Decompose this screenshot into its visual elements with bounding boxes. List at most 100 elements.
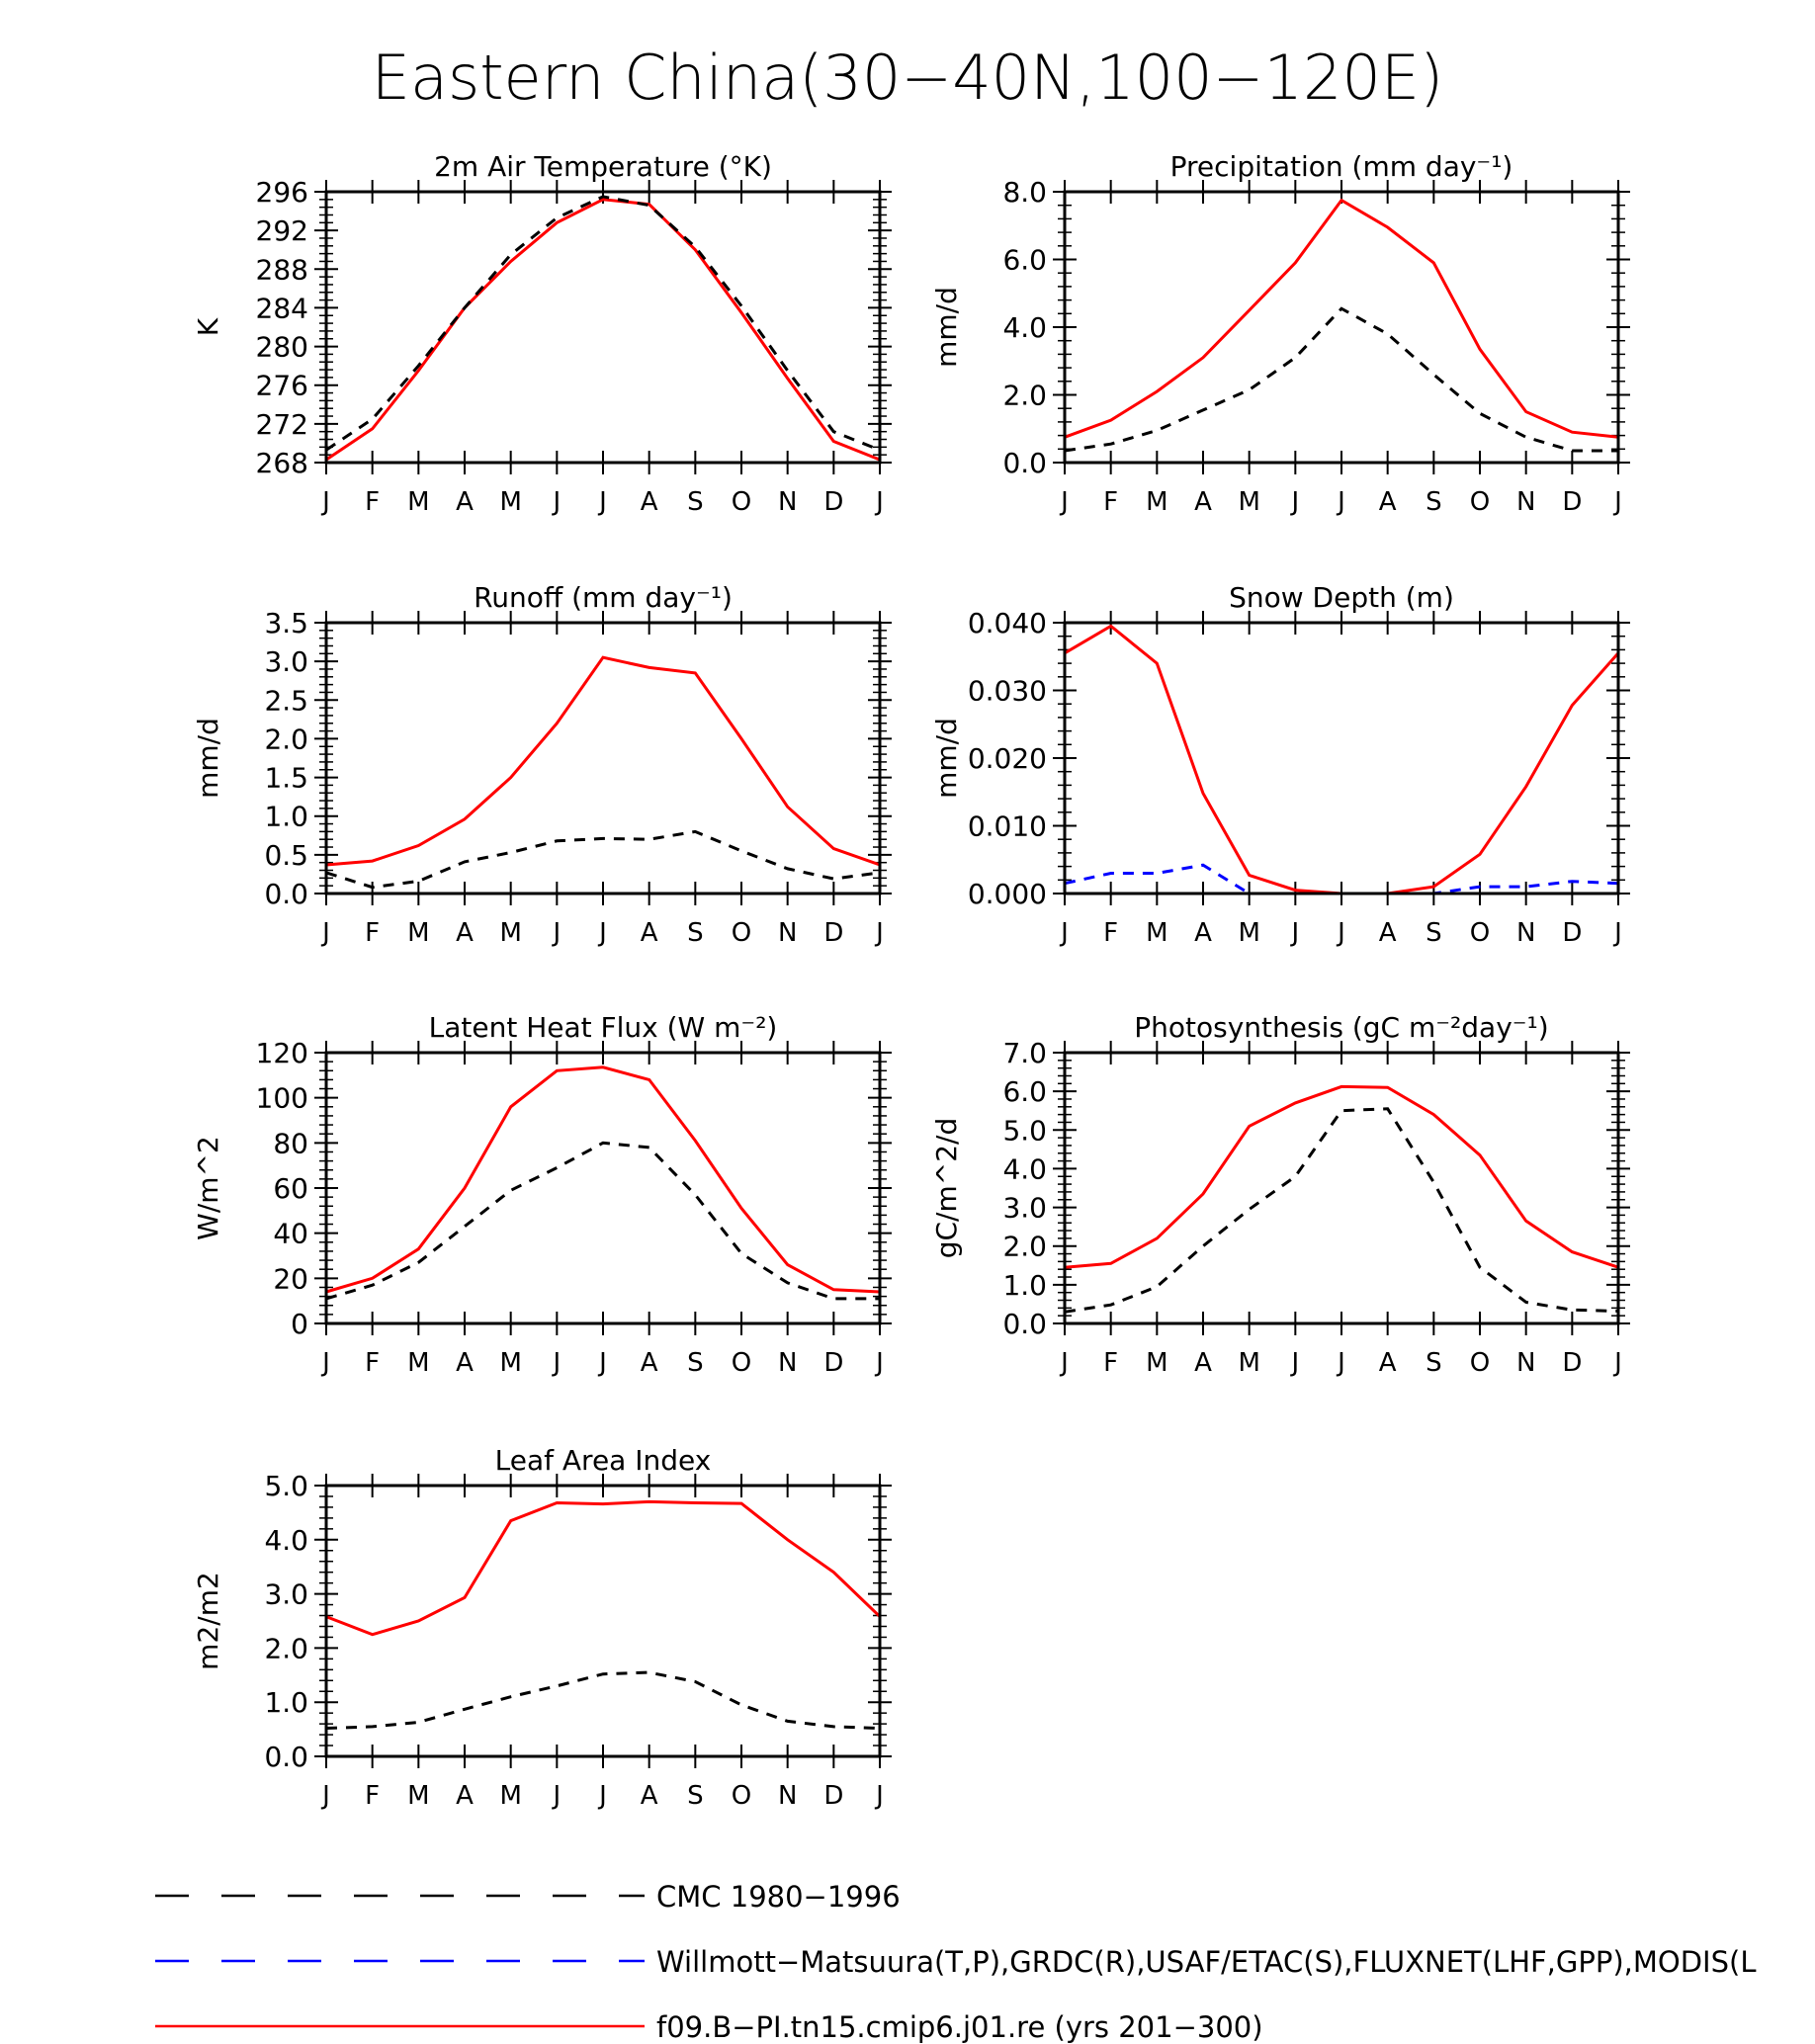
y-tick-label: 0.040 [968, 607, 1047, 639]
x-tick-label: M [407, 1781, 429, 1811]
y-tick-label: 120 [256, 1037, 308, 1069]
series-line-model [325, 1065, 881, 1294]
x-tick-label: J [1289, 487, 1299, 517]
x-tick-label: J [320, 487, 330, 517]
y-tick-label: 1.0 [264, 801, 308, 833]
chart-panel: Latent Heat Flux (W m⁻²) 0 20 40 60 80 100 120 J… [192, 1011, 892, 1378]
x-tick-label: S [687, 918, 704, 948]
x-tick-label: N [1516, 918, 1535, 948]
x-tick-label: D [823, 1781, 843, 1811]
y-tick-label: 4.0 [1002, 1152, 1047, 1185]
x-tick-label: M [407, 1348, 429, 1378]
x-tick-label: J [1289, 918, 1299, 948]
plot-frame [324, 621, 882, 895]
y-axis-label: mm/d [192, 718, 224, 799]
figure-title: Eastern China(30−40N,100−120E) [372, 42, 1443, 114]
x-tick-label: M [1146, 918, 1167, 948]
y-tick-label: 5.0 [264, 1470, 308, 1502]
y-tick-label: 0.000 [968, 878, 1047, 910]
x-tick-label: J [320, 1348, 330, 1378]
x-tick-label: J [1336, 1348, 1345, 1378]
y-tick-label: 2.0 [264, 1632, 308, 1664]
plot-frame [324, 190, 882, 465]
y-tick-label: 0 [291, 1308, 308, 1340]
x-tick-label: J [551, 487, 561, 517]
x-tick-label: J [551, 918, 561, 948]
x-tick-label: J [551, 1781, 561, 1811]
x-tick-label: A [456, 918, 474, 948]
x-tick-label: J [1336, 918, 1345, 948]
legend: CMC 1980−1996 Willmott−Matsuura(T,P),GRDC… [155, 1880, 1757, 2044]
x-tick-label: O [1470, 918, 1490, 948]
series-line-cmc [1064, 306, 1618, 453]
x-tick-label: A [641, 1781, 658, 1811]
x-tick-label: D [823, 487, 843, 517]
x-tick-label: O [732, 918, 751, 948]
plot-frame [1063, 621, 1620, 895]
y-tick-label: 2.0 [264, 723, 308, 755]
y-tick-label: 40 [273, 1218, 308, 1250]
y-tick-label: 0.5 [264, 839, 308, 872]
y-axis-label: K [192, 317, 224, 336]
y-tick-label: 0.020 [968, 742, 1047, 775]
y-tick-label: 0.010 [968, 810, 1047, 843]
chart-title: 2m Air Temperature (°K) [434, 150, 772, 183]
x-tick-label: O [732, 487, 751, 517]
x-tick-label: S [1426, 918, 1442, 948]
x-tick-label: J [1336, 487, 1345, 517]
y-tick-label: 1.0 [1002, 1269, 1047, 1302]
x-tick-label: F [1103, 918, 1118, 948]
x-tick-label: D [823, 918, 843, 948]
y-tick-label: 3.0 [264, 1578, 308, 1611]
x-tick-label: J [1289, 1348, 1299, 1378]
x-tick-label: A [641, 1348, 658, 1378]
y-tick-label: 0.030 [968, 675, 1047, 708]
x-tick-label: F [365, 487, 380, 517]
x-tick-label: D [1562, 918, 1582, 948]
x-tick-label: S [1426, 1348, 1442, 1378]
x-tick-label: M [1146, 487, 1167, 517]
y-tick-label: 1.0 [264, 1686, 308, 1719]
x-tick-label: A [456, 487, 474, 517]
x-tick-label: M [499, 487, 521, 517]
x-tick-label: J [1059, 487, 1069, 517]
y-tick-label: 80 [273, 1127, 308, 1159]
series-line-model [1064, 624, 1620, 895]
series-line-model [325, 655, 881, 867]
y-tick-label: 1.5 [264, 762, 308, 795]
x-tick-label: M [1238, 487, 1259, 517]
chart-panel: Snow Depth (m) 0.000 0.010 0.020 0.030 0.040 J… [930, 581, 1630, 948]
series-line-cmc [1064, 1107, 1619, 1314]
x-tick-label: J [874, 1348, 884, 1378]
x-tick-label: A [1379, 918, 1397, 948]
x-tick-label: J [320, 1781, 330, 1811]
chart-title: Runoff (mm day⁻¹) [474, 581, 733, 614]
y-tick-label: 100 [256, 1082, 308, 1115]
series-line-cmc [325, 195, 881, 452]
x-tick-label: A [1194, 1348, 1212, 1378]
x-tick-label: A [641, 918, 658, 948]
y-tick-label: 288 [256, 253, 308, 286]
y-tick-label: 0.0 [1002, 1308, 1047, 1340]
series-line-cmc [325, 1670, 881, 1730]
panels: 2m Air Temperature (°K) 268 272 276 280 284 28… [192, 150, 1630, 1811]
x-tick-label: M [1238, 1348, 1259, 1378]
x-tick-label: S [687, 487, 704, 517]
y-tick-label: 5.0 [1002, 1114, 1047, 1147]
series-line-cmc [325, 1141, 880, 1301]
x-tick-label: N [1516, 487, 1535, 517]
y-tick-label: 0.0 [1002, 447, 1047, 479]
x-tick-label: M [499, 918, 521, 948]
y-tick-label: 3.0 [1002, 1192, 1047, 1225]
y-tick-label: 284 [256, 292, 308, 324]
y-tick-label: 292 [256, 214, 308, 247]
x-tick-label: D [1562, 1348, 1582, 1378]
x-tick-label: J [551, 1348, 561, 1378]
y-tick-label: 60 [273, 1172, 308, 1205]
plot-frame [324, 1051, 882, 1325]
x-tick-label: O [1470, 487, 1490, 517]
chart-title: Leaf Area Index [495, 1444, 712, 1477]
x-tick-label: S [687, 1781, 704, 1811]
chart-title: Precipitation (mm day⁻¹) [1170, 150, 1513, 183]
x-tick-label: J [320, 918, 330, 948]
